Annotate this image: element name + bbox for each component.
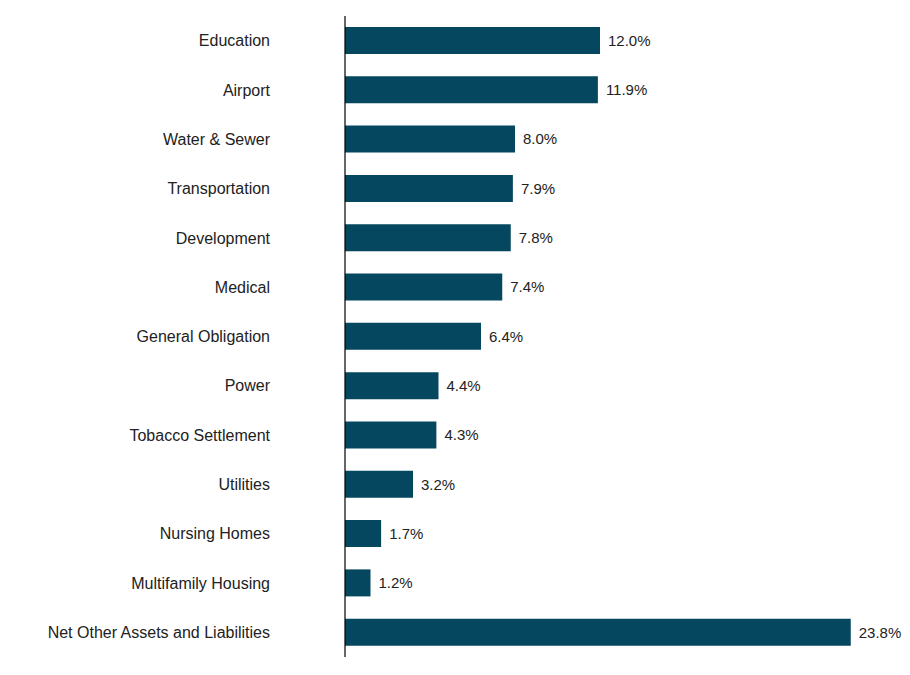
svg-text:1.7%: 1.7% [389, 525, 423, 542]
svg-text:12.0%: 12.0% [608, 32, 651, 49]
svg-text:Medical: Medical [215, 279, 270, 296]
svg-text:Education: Education [199, 32, 270, 49]
svg-text:Airport: Airport [223, 82, 271, 99]
svg-text:Nursing Homes: Nursing Homes [160, 525, 270, 542]
svg-text:11.9%: 11.9% [606, 81, 647, 98]
svg-text:Utilities: Utilities [218, 476, 270, 493]
svg-text:Tobacco Settlement: Tobacco Settlement [129, 427, 270, 444]
svg-text:3.2%: 3.2% [421, 476, 455, 493]
svg-text:7.4%: 7.4% [510, 278, 544, 295]
svg-text:Net Other Assets and Liabiliti: Net Other Assets and Liabilities [48, 624, 270, 641]
svg-text:General Obligation: General Obligation [137, 328, 270, 345]
svg-text:Development: Development [176, 230, 271, 247]
svg-text:4.4%: 4.4% [447, 377, 481, 394]
svg-text:1.2%: 1.2% [379, 574, 413, 591]
svg-text:Transportation: Transportation [167, 180, 270, 197]
svg-text:23.8%: 23.8% [859, 624, 902, 641]
svg-text:7.9%: 7.9% [521, 180, 555, 197]
svg-text:4.3%: 4.3% [444, 426, 478, 443]
svg-text:7.8%: 7.8% [519, 229, 553, 246]
svg-text:8.0%: 8.0% [523, 130, 557, 147]
svg-text:Multifamily Housing: Multifamily Housing [131, 575, 270, 592]
svg-text:Power: Power [225, 377, 271, 394]
svg-text:Water & Sewer: Water & Sewer [163, 131, 271, 148]
svg-text:6.4%: 6.4% [489, 328, 523, 345]
